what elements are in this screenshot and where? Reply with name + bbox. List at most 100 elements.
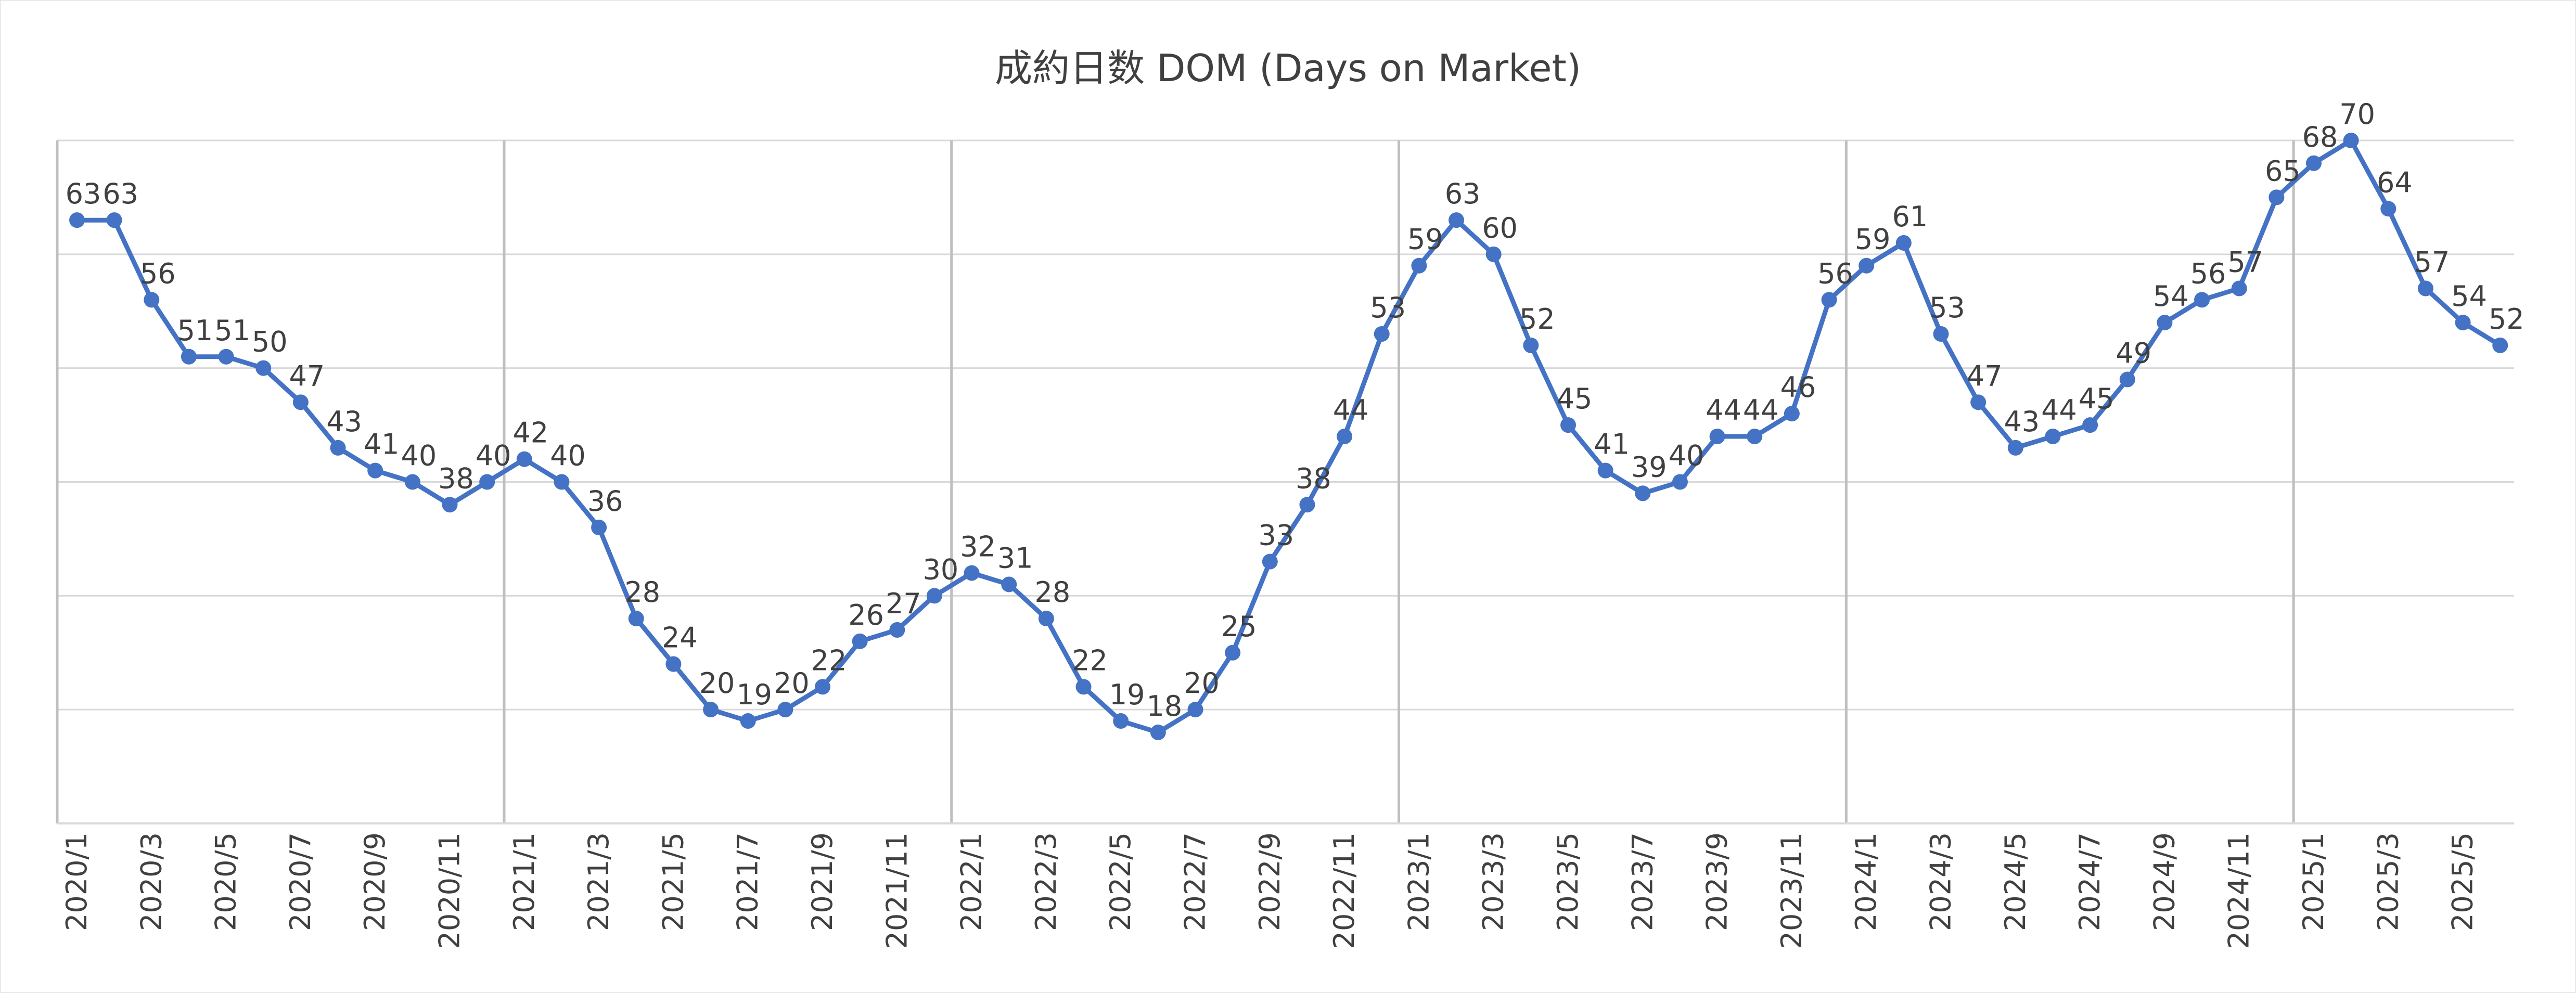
data-point [777,702,793,718]
x-tick-label: 2021/5 [657,832,689,931]
data-point [1635,485,1651,501]
data-point [442,497,458,513]
data-point [1672,474,1688,490]
x-tick-label: 2023/3 [1477,832,1510,931]
data-point [1485,246,1502,262]
data-label: 45 [2079,382,2114,415]
data-label: 50 [252,326,288,358]
data-label: 56 [140,257,176,290]
data-point [1933,326,1949,342]
data-point [2082,417,2098,433]
data-label: 18 [1146,690,1182,723]
x-tick-label: 2025/5 [2446,832,2479,931]
data-point [1038,611,1054,627]
data-label: 40 [1669,440,1704,472]
data-point [2269,189,2285,205]
data-label: 52 [1519,303,1555,336]
data-point [926,588,942,604]
data-label: 28 [624,576,660,609]
x-tick-label: 2020/3 [135,832,168,931]
data-label: 26 [848,599,884,631]
data-label: 43 [326,405,362,438]
data-label: 68 [2302,121,2338,153]
data-point [330,440,346,456]
data-point [2380,201,2396,217]
data-label: 22 [1072,644,1108,677]
data-label: 19 [1109,678,1145,711]
data-label: 20 [699,667,735,700]
x-tick-label: 2023/11 [1775,832,1808,949]
data-label: 47 [1967,359,2003,392]
data-point [479,474,495,490]
data-label: 38 [438,462,474,495]
data-point [1895,235,1912,251]
data-label: 22 [811,644,847,677]
x-tick-label: 2022/5 [1104,832,1137,931]
x-tick-label: 2024/5 [1999,832,2032,931]
data-label: 65 [2265,154,2301,187]
x-tick-label: 2025/3 [2372,832,2404,931]
data-point [404,474,420,490]
data-label: 46 [1780,371,1816,404]
x-tick-label: 2023/5 [1552,832,1584,931]
data-point [1449,212,1465,228]
data-point [218,349,234,365]
data-label: 30 [923,553,959,586]
data-point [852,633,868,649]
series-line-group [77,138,2502,735]
data-point [889,622,905,638]
x-tick-label: 2021/11 [880,832,913,949]
data-point [2119,371,2135,388]
x-tick-label: 2023/7 [1626,832,1659,931]
x-tick-label: 2020/5 [210,832,242,931]
x-tick-label: 2024/1 [1850,832,1882,931]
data-point [1337,428,1353,444]
data-label: 59 [1407,223,1443,256]
data-point [1001,576,1017,592]
data-point [1859,257,1875,274]
data-point [1262,553,1278,570]
data-point [2194,292,2210,308]
data-point [292,394,309,410]
x-tick-label: 2022/11 [1328,832,1361,949]
data-label: 32 [960,531,996,563]
data-label: 64 [2377,166,2413,199]
data-point [1150,724,1166,740]
x-tick-label: 2024/3 [1925,832,1957,931]
data-point [2231,280,2247,296]
data-point [106,212,122,228]
data-point [2157,315,2173,331]
data-point [1970,394,1987,410]
x-tick-label: 2022/9 [1253,832,1286,931]
data-label: 19 [736,678,772,711]
data-label: 51 [177,314,213,347]
data-point [1784,406,1800,422]
data-label: 47 [289,359,325,392]
data-label: 40 [476,440,511,472]
data-label: 28 [1035,576,1071,609]
data-label: 45 [1557,382,1593,415]
data-point [1113,713,1129,729]
data-label: 59 [1855,223,1891,256]
x-tick-label: 2022/7 [1179,832,1212,931]
x-tick-label: 2021/1 [508,832,541,931]
x-tick-label: 2021/3 [582,832,615,931]
data-label: 20 [774,667,810,700]
data-label: 53 [1370,291,1406,324]
data-label: 44 [1333,394,1369,427]
data-point [2455,315,2471,331]
gridlines [57,139,2514,711]
data-point [367,462,383,479]
data-label: 24 [662,622,698,654]
data-label: 63 [1445,177,1481,210]
data-label: 25 [1221,610,1257,643]
data-label: 41 [1594,428,1630,461]
data-point [2343,133,2359,148]
data-label: 41 [364,428,400,461]
data-point [1597,462,1613,479]
series-line [77,138,2502,735]
data-label: 42 [512,417,548,449]
data-point [2045,428,2061,444]
data-point [144,292,160,308]
